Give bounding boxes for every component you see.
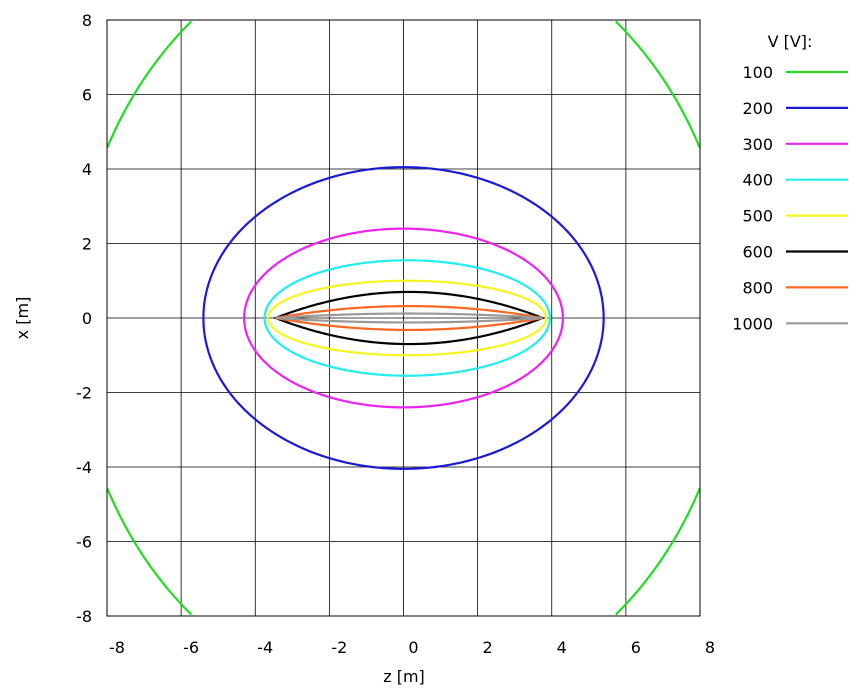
y-tick-label: 2 bbox=[82, 235, 92, 254]
y-tick-label: -4 bbox=[76, 458, 92, 477]
x-tick-label: 2 bbox=[483, 638, 493, 657]
x-tick-label: -6 bbox=[183, 638, 199, 657]
legend-title: V [V]: bbox=[768, 32, 813, 51]
y-axis-label: x [m] bbox=[13, 297, 32, 340]
grid-lines bbox=[106, 19, 701, 617]
series-1000v-curve bbox=[275, 312, 543, 324]
x-tick-label: 0 bbox=[408, 638, 418, 657]
x-axis-label: z [m] bbox=[383, 667, 425, 686]
x-tick-label: -8 bbox=[109, 638, 125, 657]
legend-label-400: 400 bbox=[742, 171, 773, 190]
y-tick-label: -6 bbox=[76, 533, 92, 552]
legend-label-1000: 1000 bbox=[732, 314, 773, 333]
x-tick-label: 6 bbox=[631, 638, 641, 657]
y-tick-label: 8 bbox=[82, 11, 92, 30]
x-tick-labels: -8 -6 -4 -2 0 2 4 6 8 bbox=[109, 638, 715, 657]
legend-label-500: 500 bbox=[742, 207, 773, 226]
x-tick-label: -2 bbox=[331, 638, 347, 657]
y-tick-label: 6 bbox=[82, 86, 92, 105]
series-400v-curve bbox=[263, 259, 552, 377]
legend-label-200: 200 bbox=[742, 99, 773, 118]
series-500v-curve bbox=[267, 279, 548, 357]
series-100v-curve bbox=[106, 20, 701, 616]
legend-label-100: 100 bbox=[742, 63, 773, 82]
legend-label-800: 800 bbox=[742, 278, 773, 297]
y-tick-labels: 8 6 4 2 0 -2 -4 -6 -8 bbox=[76, 11, 92, 626]
series-300v-curve bbox=[243, 227, 564, 409]
y-tick-label: 4 bbox=[82, 160, 92, 179]
y-tick-label: -8 bbox=[76, 607, 92, 626]
y-tick-label: 0 bbox=[82, 309, 92, 328]
x-tick-label: -4 bbox=[257, 638, 273, 657]
series-curves bbox=[106, 20, 701, 616]
series-200v-curve bbox=[202, 166, 605, 470]
legend-label-300: 300 bbox=[742, 135, 773, 154]
plot-frame bbox=[106, 19, 701, 617]
x-tick-label: 4 bbox=[557, 638, 567, 657]
x-tick-label: 8 bbox=[705, 638, 715, 657]
legend: V [V]: 100 200 300 400 500 600 800 1000 bbox=[732, 32, 848, 333]
legend-label-600: 600 bbox=[742, 243, 773, 262]
y-tick-label: -2 bbox=[76, 384, 92, 403]
